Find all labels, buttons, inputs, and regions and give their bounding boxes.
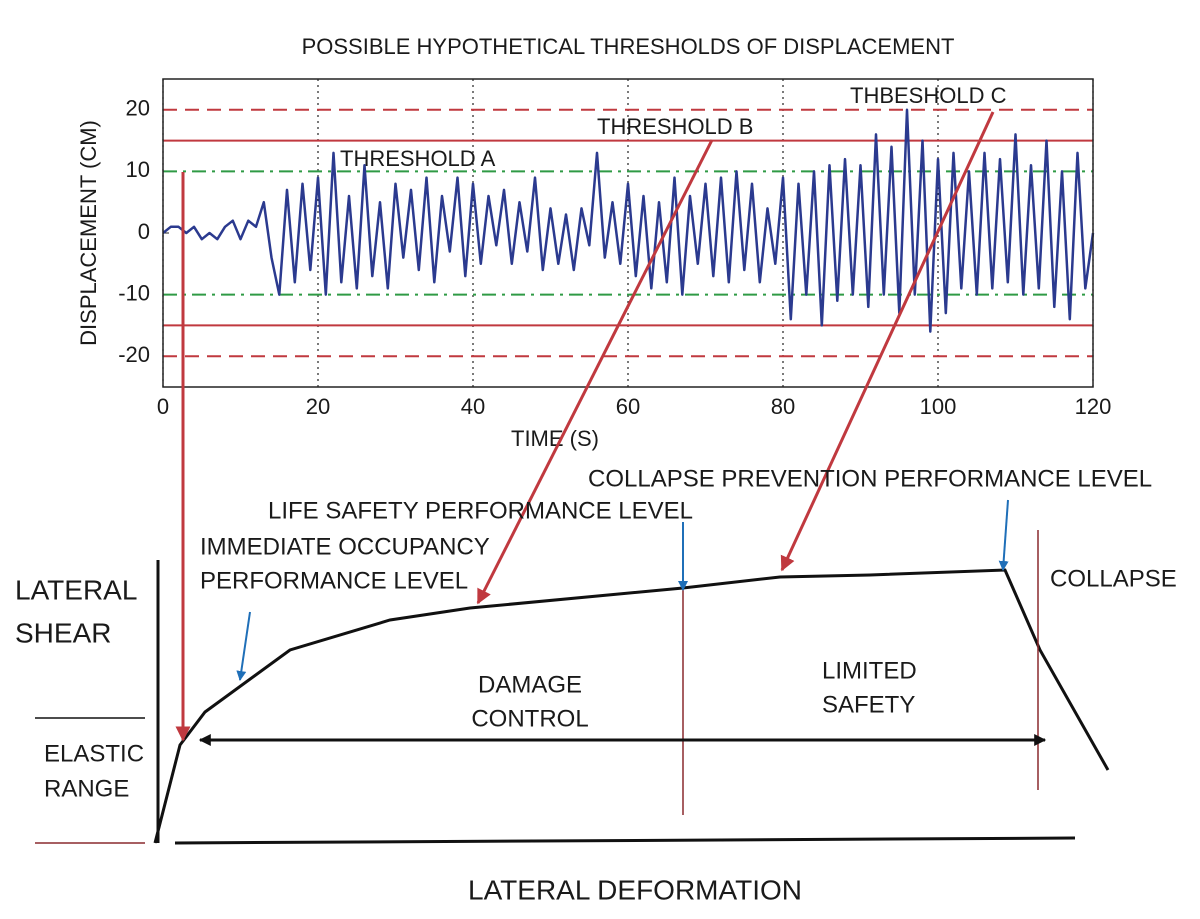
chart-title: POSSIBLE HYPOTHETICAL THRESHOLDS OF DISP… bbox=[302, 34, 955, 59]
region-label: ELASTIC bbox=[44, 740, 144, 767]
level-arrow bbox=[998, 499, 1009, 571]
axis-label: LATERAL DEFORMATION bbox=[468, 874, 802, 905]
threshold-arrow bbox=[780, 111, 995, 572]
region-label: LIMITED bbox=[822, 657, 917, 684]
displacement-line bbox=[162, 108, 1095, 333]
threshold-arrow bbox=[476, 139, 714, 605]
pushover-diagram: LATERAL SHEAR LATERAL DEFORMATION ELASTI… bbox=[15, 111, 1177, 905]
deformation-axis bbox=[174, 836, 1076, 845]
y-tick-label: 10 bbox=[126, 157, 150, 182]
chart: POSSIBLE HYPOTHETICAL THRESHOLDS OF DISP… bbox=[76, 34, 1112, 451]
pushover-curve bbox=[153, 568, 1110, 844]
x-tick-label: 120 bbox=[1075, 394, 1112, 419]
x-tick-label: 40 bbox=[461, 394, 485, 419]
x-tick-label: 100 bbox=[920, 394, 957, 419]
level-label: LIFE SAFETY PERFORMANCE LEVEL bbox=[268, 497, 693, 524]
region-label: SAFETY bbox=[822, 691, 915, 718]
region-label: DAMAGE bbox=[478, 671, 582, 698]
y-tick-label: -20 bbox=[118, 342, 150, 367]
x-tick-label: 80 bbox=[771, 394, 795, 419]
x-axis-label: TIME (S) bbox=[511, 426, 599, 451]
region-label: CONTROL bbox=[471, 705, 588, 732]
y-tick-label: 20 bbox=[126, 96, 150, 121]
region-label: RANGE bbox=[44, 775, 129, 802]
x-tick-label: 20 bbox=[306, 394, 330, 419]
y-tick-label: 0 bbox=[138, 219, 150, 244]
threshold-label: THRESHOLD A bbox=[340, 146, 496, 171]
plot-frame bbox=[162, 78, 1094, 388]
x-tick-label: 60 bbox=[616, 394, 640, 419]
y-axis-label: DISPLACEMENT (CM) bbox=[76, 120, 101, 346]
region-label: COLLAPSE bbox=[1050, 565, 1177, 592]
threshold-label: THBESHOLD C bbox=[850, 83, 1007, 108]
level-arrow bbox=[236, 611, 251, 681]
axis-label: SHEAR bbox=[15, 617, 111, 648]
level-label: IMMEDIATE OCCUPANCY bbox=[200, 533, 490, 560]
level-label: PERFORMANCE LEVEL bbox=[200, 567, 468, 594]
axis-label: LATERAL bbox=[15, 574, 137, 605]
level-label: COLLAPSE PREVENTION PERFORMANCE LEVEL bbox=[588, 465, 1152, 492]
y-tick-label: -10 bbox=[118, 280, 150, 305]
threshold-label: THRESHOLD B bbox=[597, 114, 753, 139]
x-tick-label: 0 bbox=[157, 394, 169, 419]
